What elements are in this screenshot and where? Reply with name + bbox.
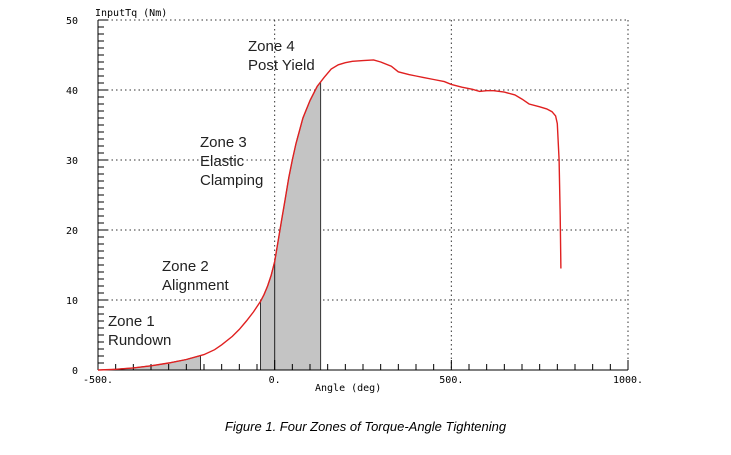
axes: [97, 19, 629, 371]
torque-curve: [97, 59, 562, 371]
x-tick-label--500: -500.: [83, 375, 113, 386]
zone-1-label-line-2: Rundown: [108, 332, 171, 349]
y-tick-label-20: 20: [66, 226, 78, 237]
torque-angle-chart: 0 10 20 30 40 50 -500. 0. 500. 1000. InputTq (Nm)…: [66, 8, 643, 394]
y-tick-label-10: 10: [66, 296, 78, 307]
zone-3-label-line-1: Zone 3: [200, 134, 247, 151]
zone-2-label-line-1: Zone 2: [162, 258, 209, 275]
y-tick-label-0: 0: [72, 366, 78, 377]
zone-1-label-line-1: Zone 1: [108, 313, 155, 330]
x-tick-label-500: 500.: [439, 375, 463, 386]
zone-annotations: Zone 1 Rundown Zone 2 Alignment Zone 3 Elasti…: [108, 38, 315, 349]
shaded-zone-3: [274, 80, 322, 371]
y-axis-title: InputTq (Nm): [95, 8, 167, 19]
zone-3-label-line-3: Clamping: [200, 172, 263, 189]
zone-4-label-line-1: Zone 4: [248, 38, 295, 55]
shaded-zone-2: [260, 261, 276, 371]
x-tick-label-1000: 1000.: [613, 375, 643, 386]
y-tick-label-40: 40: [66, 86, 78, 97]
tick-labels: 0 10 20 30 40 50 -500. 0. 500. 1000.: [66, 16, 643, 386]
x-axis-title: Angle (deg): [315, 383, 381, 394]
y-tick-label-50: 50: [66, 16, 78, 27]
x-tick-label-0: 0.: [269, 375, 281, 386]
y-tick-label-30: 30: [66, 156, 78, 167]
figure-caption: Figure 1. Four Zones of Torque-Angle Tig…: [224, 419, 507, 434]
zone-3-label-line-2: Elastic: [200, 153, 245, 170]
shaded-zone-1: [97, 354, 201, 371]
zone-4-label-line-2: Post Yield: [248, 57, 315, 74]
zone-2-label-line-2: Alignment: [162, 277, 230, 294]
grid: [98, 19, 629, 370]
